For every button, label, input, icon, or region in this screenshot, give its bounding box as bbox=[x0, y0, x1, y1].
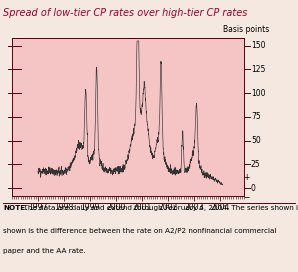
Text: NOTE.: NOTE. bbox=[3, 205, 28, 211]
Text: 75: 75 bbox=[251, 112, 261, 122]
Text: +: + bbox=[243, 173, 250, 182]
Text: 25: 25 bbox=[251, 160, 260, 169]
Text: shown is the difference between the rate on A2/P2 nonfinancial commercial: shown is the difference between the rate… bbox=[3, 228, 276, 234]
Text: Spread of low-tier CP rates over high-tier CP rates: Spread of low-tier CP rates over high-ti… bbox=[3, 8, 247, 18]
Text: 125: 125 bbox=[251, 65, 265, 74]
Text: 150: 150 bbox=[251, 41, 266, 50]
Text: 50: 50 bbox=[251, 136, 261, 145]
Text: 100: 100 bbox=[251, 89, 266, 98]
Text: The data are daily and extend through February 4, 2004. The series shown is the : The data are daily and extend through Fe… bbox=[19, 205, 298, 211]
Text: paper and the AA rate.: paper and the AA rate. bbox=[3, 248, 86, 254]
Text: −: − bbox=[243, 193, 250, 202]
Text: Basis points: Basis points bbox=[224, 25, 270, 34]
Text: 0: 0 bbox=[251, 184, 256, 193]
